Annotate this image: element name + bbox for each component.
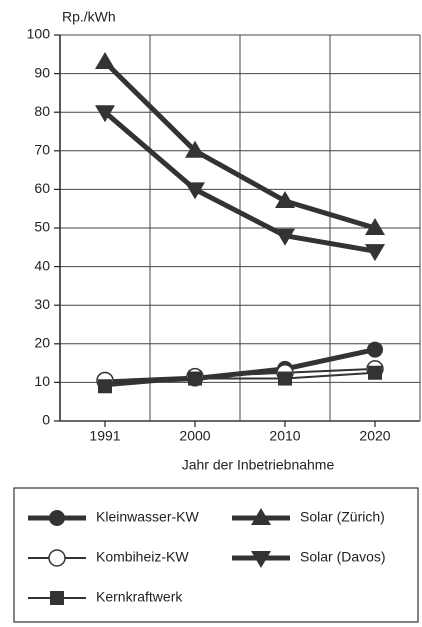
marker	[367, 341, 383, 358]
y-tick-label: 30	[34, 296, 50, 312]
series-line	[104, 367, 376, 382]
y-tick-label: 100	[27, 26, 51, 42]
legend-marker	[251, 508, 271, 525]
y-tick-label: 50	[34, 219, 50, 235]
y-tick-label: 10	[34, 373, 50, 389]
legend-label: Solar (Davos)	[300, 549, 386, 565]
y-tick-label: 90	[34, 64, 50, 80]
marker	[278, 371, 292, 386]
marker	[98, 379, 112, 394]
marker	[365, 218, 385, 235]
x-tick-label: 1991	[89, 428, 120, 444]
y-tick-label: 0	[42, 412, 50, 428]
marker	[275, 228, 295, 246]
legend-label: Kombiheiz-KW	[96, 549, 189, 565]
series-line	[103, 60, 376, 231]
marker	[365, 244, 385, 262]
marker	[95, 52, 115, 70]
marker	[275, 190, 295, 208]
y-axis-label: Rp./kWh	[62, 9, 116, 25]
y-tick-label: 60	[34, 180, 50, 196]
legend-marker	[50, 591, 64, 605]
y-tick-label: 20	[34, 335, 50, 351]
x-tick-label: 2010	[269, 428, 300, 444]
marker	[368, 365, 382, 380]
legend-marker	[251, 551, 271, 568]
legend-label: Kernkraftwerk	[96, 589, 183, 605]
marker	[185, 140, 205, 158]
legend-box	[13, 487, 419, 623]
legend-label: Kleinwasser-KW	[96, 509, 199, 525]
y-tick-label: 40	[34, 257, 50, 273]
x-tick-label: 2000	[179, 428, 210, 444]
legend-label: Solar (Zürich)	[300, 509, 385, 525]
y-tick-label: 70	[34, 142, 50, 158]
marker	[95, 105, 115, 123]
x-axis-label: Jahr der Inbetriebnahme	[182, 457, 335, 473]
marker	[185, 182, 205, 200]
legend-marker	[49, 510, 65, 526]
marker	[188, 371, 202, 386]
series-line	[103, 110, 376, 254]
legend-marker	[48, 549, 66, 567]
y-tick-label: 80	[34, 103, 50, 119]
series-line	[104, 371, 376, 388]
x-tick-label: 2020	[359, 428, 390, 444]
